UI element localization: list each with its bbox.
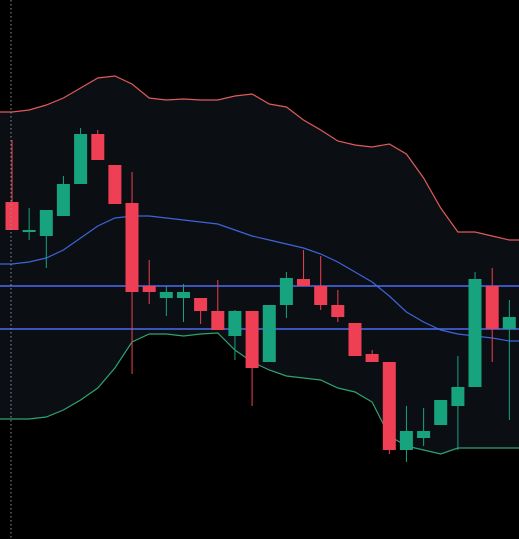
candle-28 bbox=[468, 272, 482, 387]
candle-body-bearish bbox=[91, 134, 105, 160]
candle-body-bullish bbox=[279, 278, 293, 305]
candle-body-bearish bbox=[108, 165, 122, 204]
candle-body-bullish bbox=[451, 387, 465, 406]
candle-9 bbox=[142, 260, 156, 304]
candle-6 bbox=[91, 130, 105, 160]
candle-body-bullish bbox=[468, 279, 482, 387]
candle-19 bbox=[314, 256, 328, 310]
candle-18 bbox=[297, 250, 310, 286]
candles bbox=[5, 128, 516, 462]
candle-body-bearish bbox=[211, 311, 225, 330]
candle-15 bbox=[245, 311, 259, 406]
candle-2 bbox=[22, 208, 36, 240]
candle-body-bearish bbox=[382, 362, 396, 450]
candle-17 bbox=[279, 272, 293, 318]
candle-body-bullish bbox=[56, 184, 70, 216]
candle-body-bearish bbox=[125, 203, 139, 292]
candle-25 bbox=[417, 408, 431, 446]
candle-body-bearish bbox=[348, 323, 362, 356]
candle-12 bbox=[194, 298, 208, 324]
candle-body-bearish bbox=[314, 286, 328, 305]
candle-10 bbox=[159, 286, 173, 316]
candle-13 bbox=[211, 280, 225, 330]
candle-14 bbox=[228, 310, 242, 360]
candle-1 bbox=[5, 140, 19, 230]
candle-20 bbox=[331, 290, 345, 322]
candle-body-bullish bbox=[74, 134, 88, 184]
candle-8 bbox=[125, 172, 139, 374]
candle-4 bbox=[56, 176, 70, 216]
candle-23 bbox=[382, 362, 396, 454]
candle-body-bullish bbox=[228, 311, 242, 336]
lower-band-line bbox=[0, 332, 519, 455]
candle-body-bullish bbox=[177, 292, 190, 298]
candle-body-bullish bbox=[502, 317, 516, 329]
candle-3 bbox=[39, 210, 53, 268]
candle-5 bbox=[74, 128, 88, 184]
candle-22 bbox=[365, 350, 379, 362]
bollinger-band-fill bbox=[0, 76, 519, 454]
candle-16 bbox=[262, 305, 276, 362]
candle-7 bbox=[108, 165, 122, 204]
candle-body-bearish bbox=[485, 286, 499, 329]
horizontal-levels bbox=[0, 285, 519, 330]
candle-body-bearish bbox=[142, 286, 156, 292]
candle-body-bearish bbox=[245, 311, 259, 368]
candle-body-bullish bbox=[262, 305, 276, 362]
candle-body-bullish bbox=[159, 292, 173, 298]
upper-band-line bbox=[0, 75, 519, 241]
candle-11 bbox=[177, 284, 190, 322]
candle-30 bbox=[502, 300, 516, 420]
candle-body-bearish bbox=[297, 279, 310, 286]
candle-27 bbox=[451, 356, 465, 450]
candle-body-bullish bbox=[399, 431, 413, 450]
candle-body-bearish bbox=[194, 298, 208, 311]
candle-body-bearish bbox=[331, 305, 345, 317]
candle-29 bbox=[485, 268, 499, 362]
candle-body-bullish bbox=[22, 230, 36, 232]
candle-24 bbox=[399, 406, 413, 462]
candle-body-bearish bbox=[5, 202, 19, 230]
candle-body-bullish bbox=[39, 210, 53, 236]
candle-body-bearish bbox=[365, 354, 379, 362]
candle-21 bbox=[348, 323, 362, 356]
candle-body-bullish bbox=[434, 400, 448, 425]
candle-body-bullish bbox=[417, 431, 431, 438]
candle-26 bbox=[434, 400, 448, 425]
